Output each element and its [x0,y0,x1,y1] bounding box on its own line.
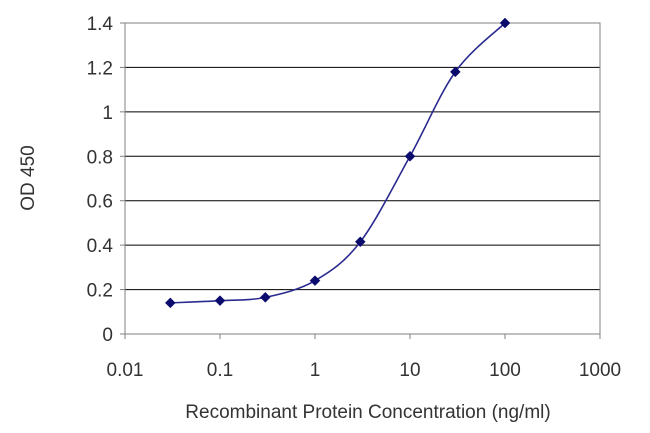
y-tick-label: 0.8 [87,147,113,168]
data-point [404,150,416,162]
gridlines [120,22,601,339]
x-tick-label: 1 [310,360,321,381]
data-series [164,17,511,309]
y-tick-label: 0 [102,325,113,346]
x-axis-title: Recombinant Protein Concentration (ng/ml… [185,402,550,423]
data-point [499,17,511,29]
x-tick-label: 0.01 [107,360,144,381]
series-line [170,22,506,304]
data-point [449,66,461,78]
y-tick-label: 1 [102,103,113,124]
data-point [164,297,176,309]
plot-area-border [124,22,601,335]
data-point [214,295,226,307]
y-tick-label: 1.4 [87,14,114,35]
y-tick-label: 0.4 [87,236,114,257]
data-point [354,236,366,248]
y-axis-title: OD 450 [18,145,39,210]
y-tick-label: 0.6 [87,192,113,213]
x-tick-label: 1000 [579,360,621,381]
x-axis-tick-labels: 0.01 0.1 1 10 100 1000 [107,360,622,381]
x-tick-label: 100 [489,360,521,381]
data-point [309,275,321,287]
x-tick-label: 0.1 [207,360,233,381]
x-tick-label: 10 [399,360,420,381]
y-axis-tick-labels: 0 0.2 0.4 0.6 0.8 1 1.2 1.4 [87,14,114,346]
y-tick-label: 1.2 [87,58,113,79]
data-point [259,291,271,303]
y-tick-label: 0.2 [87,281,113,302]
